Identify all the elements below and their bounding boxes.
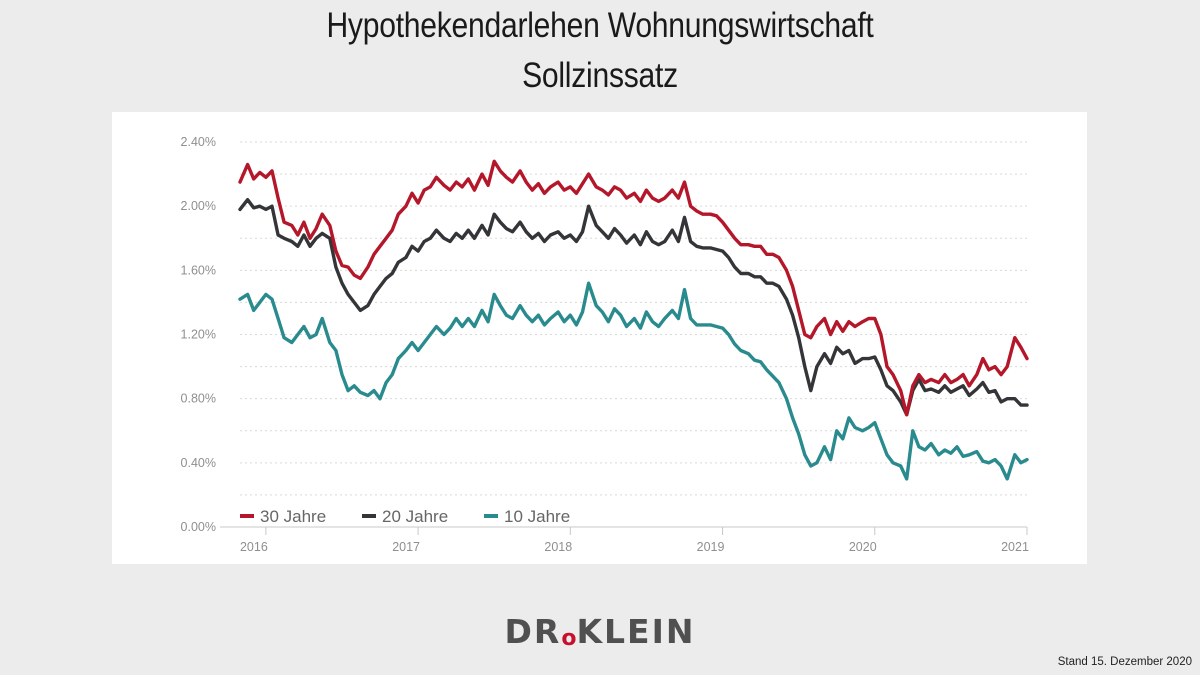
logo-text-dr: DR: [504, 612, 562, 651]
x-tick-label: 2017: [392, 540, 420, 554]
logo-text-klein: KLEIN: [576, 612, 696, 651]
legend[interactable]: 30 Jahre 20 Jahre 10 Jahre: [240, 507, 570, 526]
legend-label: 10 Jahre: [504, 507, 570, 526]
legend-item-30-jahre[interactable]: 30 Jahre: [240, 507, 326, 526]
legend-label: 20 Jahre: [382, 507, 448, 526]
y-tick-label: 0.40%: [181, 456, 216, 470]
y-tick-label: 2.00%: [181, 199, 216, 213]
y-axis: 0.00% 0.40% 0.80% 1.20% 1.60% 2.00% 2.40%: [181, 135, 216, 534]
series-lines: [238, 159, 1029, 481]
legend-item-10-jahre[interactable]: 10 Jahre: [484, 507, 570, 526]
x-tick-label: 2019: [697, 540, 725, 554]
y-tick-label: 1.20%: [181, 328, 216, 342]
chart-subtitle: Sollzinssatz: [522, 56, 678, 95]
legend-label: 30 Jahre: [260, 507, 326, 526]
dr-klein-logo: DRoKLEIN: [0, 612, 1200, 651]
chart-title: Hypothekendarlehen Wohnungswirtschaft: [326, 6, 874, 45]
y-tick-label: 2.40%: [181, 135, 216, 149]
series-line-10-jahre: [238, 281, 1029, 481]
line-chart: 0.00% 0.40% 0.80% 1.20% 1.60% 2.00% 2.40% 2016…: [181, 135, 1029, 554]
x-axis: 2016 2017 2018 2019 2020 2021: [220, 526, 1029, 554]
logo-dot-icon: o: [561, 626, 577, 651]
y-tick-label: 0.80%: [181, 392, 216, 406]
y-tick-label: 0.00%: [181, 520, 216, 534]
chart-panel: 0.00% 0.40% 0.80% 1.20% 1.60% 2.00% 2.40% 2016…: [112, 112, 1087, 564]
series-line-20-jahre: [238, 198, 1029, 417]
legend-item-20-jahre[interactable]: 20 Jahre: [362, 507, 448, 526]
y-tick-label: 1.60%: [181, 263, 216, 277]
date-footnote: Stand 15. Dezember 2020: [1057, 656, 1192, 668]
series-line-30-jahre: [238, 159, 1029, 417]
x-tick-label: 2018: [544, 540, 572, 554]
x-tick-label: 2020: [849, 540, 877, 554]
x-tick-label: 2021: [1001, 540, 1029, 554]
x-tick-label: 2016: [240, 540, 268, 554]
